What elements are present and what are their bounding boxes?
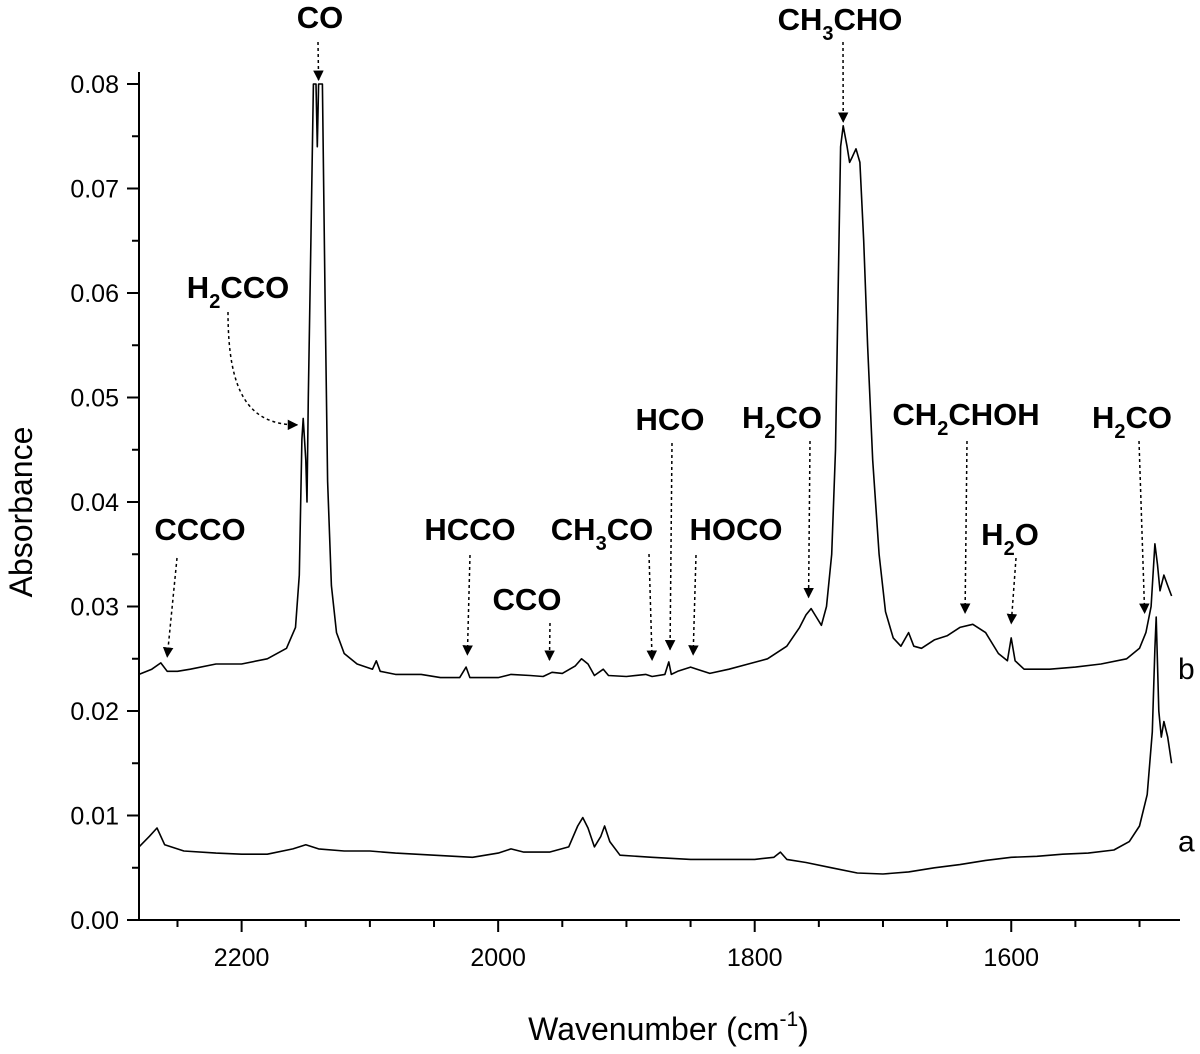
annotation-label: H2CO	[1092, 400, 1172, 443]
annotation-arrow	[313, 41, 324, 82]
series-b-line	[138, 83, 1173, 679]
annotation-arrow	[664, 442, 676, 651]
annotation-arrow	[1006, 557, 1018, 625]
annotation-label: H2CCO	[187, 270, 289, 313]
annotation-8: HOCO	[688, 512, 783, 656]
annotation-label: HCO	[636, 402, 705, 437]
annotation-3: CCCO	[154, 512, 246, 658]
annotation-1: CH3CHO	[778, 2, 903, 123]
annotation-arrow	[1138, 440, 1150, 614]
annotation-9: H2CO	[742, 400, 822, 599]
x-tick-label: 1600	[983, 944, 1039, 972]
annotation-arrow	[959, 440, 971, 614]
annotation-arrow	[803, 440, 814, 599]
x-axis-title: Wavenumber (cm-1)	[528, 1008, 809, 1047]
annotation-label: CCCO	[154, 512, 245, 547]
annotation-label: H2O	[981, 517, 1039, 560]
annotation-arrow	[646, 553, 658, 662]
annotation-12: H2CO	[1092, 400, 1172, 614]
x-tick-label: 2200	[214, 944, 270, 972]
y-tick-label: 0.05	[70, 385, 119, 413]
annotation-6: CH3CO	[551, 512, 658, 662]
x-tick-label: 1800	[727, 944, 783, 972]
annotation-0: CO	[297, 0, 344, 82]
y-axis-title: Absorbance	[3, 427, 39, 598]
annotation-2: H2CCO	[187, 270, 299, 431]
x-axis-ticks: 2200 2000 1800 1600	[176, 920, 1141, 972]
annotation-arrow	[688, 554, 699, 656]
curve-label-a: a	[1178, 826, 1195, 859]
annotation-10: CH2CHOH	[892, 397, 1040, 614]
y-tick-label: 0.04	[70, 489, 119, 517]
annotation-11: H2O	[981, 517, 1039, 625]
annotation-arrow	[462, 554, 473, 656]
annotation-label: CH2CHOH	[892, 397, 1039, 440]
annotation-label: CCO	[493, 582, 562, 617]
annotation-label: CO	[297, 0, 344, 35]
annotation-label: HCCO	[424, 512, 515, 547]
y-tick-label: 0.03	[70, 594, 119, 622]
y-tick-label: 0.06	[70, 280, 119, 308]
annotation-4: HCCO	[424, 512, 516, 656]
annotation-7: HCO	[636, 402, 705, 651]
annotation-arrow	[544, 622, 555, 662]
series-a-line	[138, 616, 1173, 875]
x-tick-label: 2000	[470, 944, 526, 972]
annotation-label: CH3CHO	[778, 2, 903, 45]
y-tick-label: 0.01	[70, 803, 119, 831]
peak-annotations: CO CH3CHO H2CCO CCCO HCCO CCO CH3CO HCO HOCO H2CO…	[154, 0, 1172, 662]
annotation-arrow	[162, 557, 178, 658]
y-tick-label: 0.08	[70, 71, 119, 99]
curve-label-b: b	[1178, 653, 1195, 686]
annotation-label: H2CO	[742, 400, 822, 443]
annotation-label: HOCO	[690, 512, 783, 547]
annotation-5: CCO	[493, 582, 562, 662]
curve-labels: ba	[1178, 653, 1195, 858]
y-tick-label: 0.00	[70, 907, 119, 935]
annotation-arrow	[227, 311, 299, 431]
annotation-label: CH3CO	[551, 512, 653, 555]
y-tick-label: 0.07	[70, 176, 119, 204]
series-layer	[138, 83, 1173, 875]
y-tick-label: 0.02	[70, 698, 119, 726]
y-axis-ticks: 0.00 0.01 0.02 0.03 0.04 0.05 0.06 0.07 0.08	[70, 71, 139, 935]
